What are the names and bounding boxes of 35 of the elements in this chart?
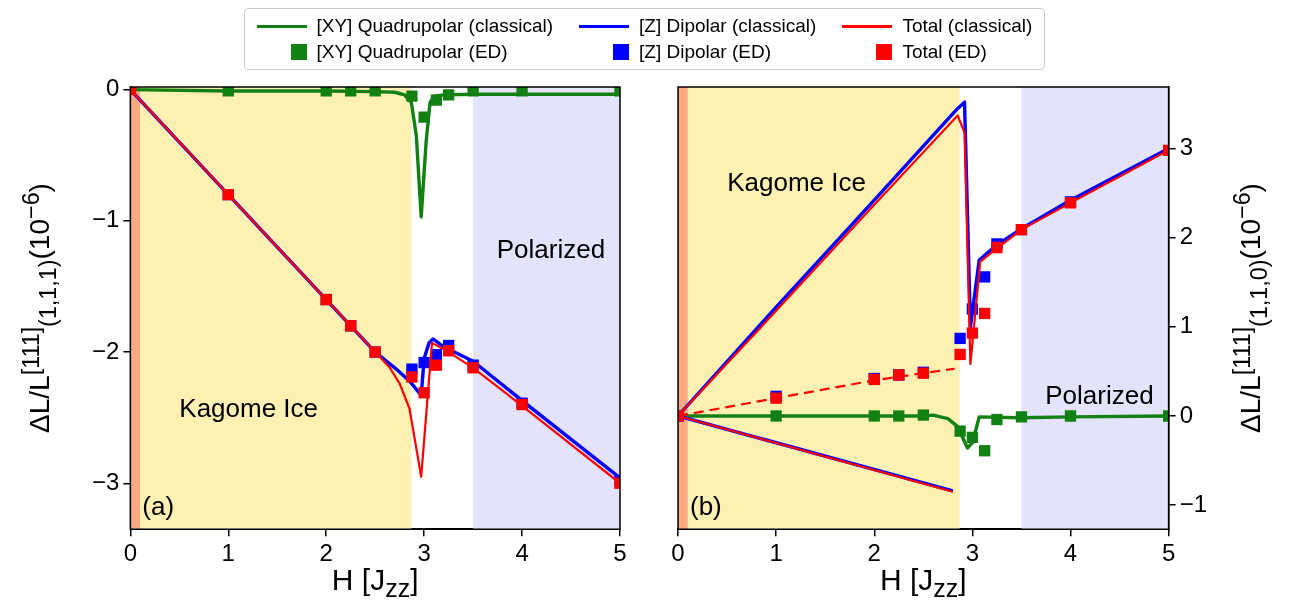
y-tick-label: −1 [91, 205, 120, 233]
x-tick-label: 5 [613, 539, 627, 567]
band-label: Polarized [496, 233, 606, 264]
legend-label: [XY] Quadrupolar (ED) [316, 41, 508, 63]
band-label: Polarized [1045, 379, 1154, 410]
x-tick-label: 3 [965, 539, 980, 567]
band-label: Kagome Ice [727, 167, 866, 198]
x-tick-label: 2 [867, 539, 881, 567]
x-tick-label: 1 [769, 539, 783, 567]
y2-tick-label: 1 [1179, 311, 1193, 339]
legend-label: Total (ED) [902, 41, 987, 63]
annotation: (b) [690, 491, 722, 522]
x-tick-label: 0 [671, 539, 685, 567]
y2-tick-label: 0 [1179, 400, 1193, 428]
annotation: (a) [142, 491, 175, 522]
x-tick-label: 3 [417, 539, 431, 567]
y2-tick-label: −1 [1179, 489, 1208, 517]
x-tick-label: 5 [1161, 539, 1176, 567]
y-tick-label: −3 [91, 467, 120, 495]
legend-label: [XY] Quadrupolar (classical) [316, 15, 554, 37]
x-tick-label: 0 [123, 539, 138, 567]
legend-label: [Z] Dipolar (classical) [639, 15, 817, 37]
y-tick-label: 0 [106, 74, 120, 102]
y2-tick-label: 2 [1179, 222, 1193, 250]
legend-label: Total (classical) [902, 15, 1033, 37]
x-tick-label: 4 [515, 539, 529, 567]
legend-label: [Z] Dipolar (ED) [639, 41, 772, 63]
y2-tick-label: 3 [1179, 133, 1193, 161]
x-axis-title: H [J$_{zz}$] [879, 563, 967, 603]
x-tick-label: 1 [221, 539, 235, 567]
x-tick-label: 4 [1063, 539, 1078, 567]
y-tick-label: −2 [91, 336, 120, 364]
x-axis-title: H [J$_{zz}$] [331, 563, 419, 603]
x-tick-label: 2 [319, 539, 333, 567]
band-label: Kagome Ice [179, 392, 319, 423]
